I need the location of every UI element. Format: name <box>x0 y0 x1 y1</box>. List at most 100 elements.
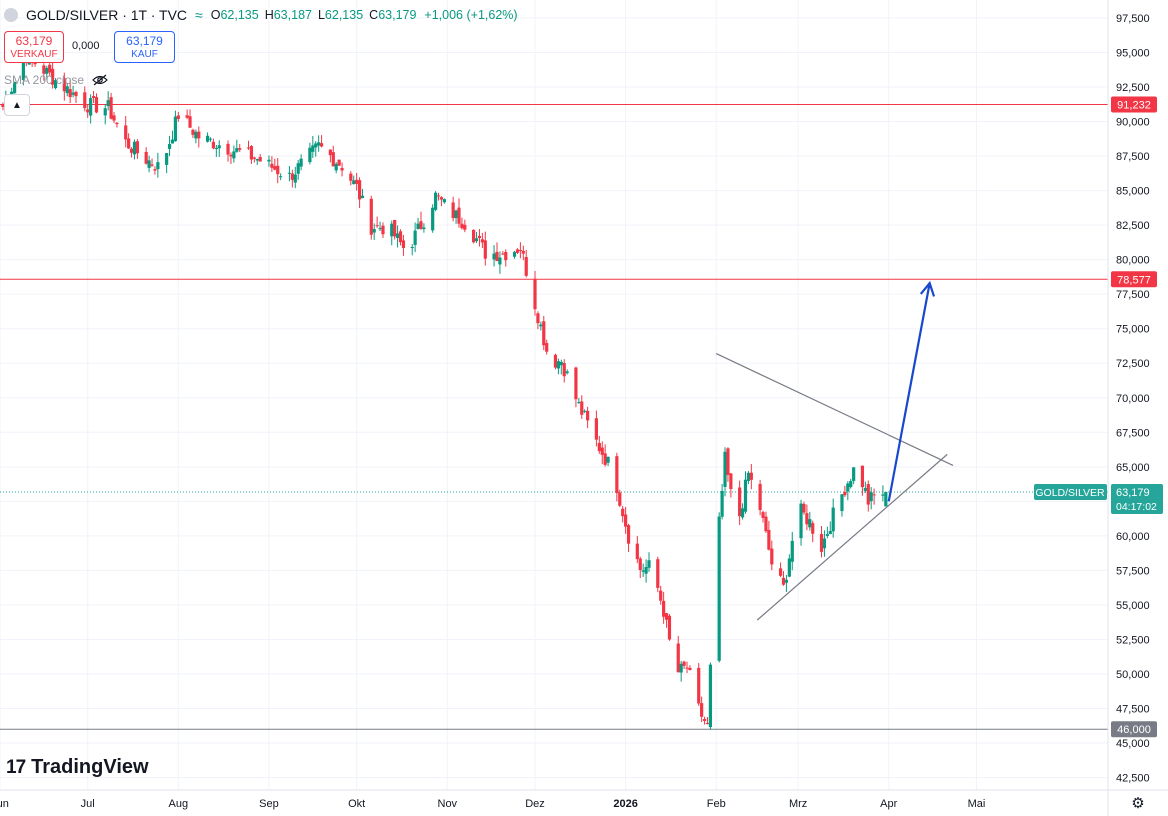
candle-body <box>287 172 292 174</box>
candle-body <box>480 239 484 243</box>
candle-body <box>401 240 406 248</box>
candle <box>518 242 522 259</box>
candle-body <box>884 491 888 507</box>
candle <box>71 85 75 98</box>
candle <box>580 395 584 419</box>
candle-body <box>533 278 537 310</box>
candle <box>635 535 639 564</box>
candle <box>472 229 476 244</box>
price-tick-label: 52,500 <box>1116 634 1150 646</box>
candle-body <box>688 667 692 671</box>
candle <box>831 498 835 538</box>
candle-body <box>624 514 628 527</box>
candle <box>416 217 420 230</box>
trendline[interactable] <box>715 353 954 466</box>
candle-body <box>577 402 581 404</box>
candle <box>91 90 96 104</box>
candle <box>197 126 201 148</box>
candle-body <box>208 138 213 140</box>
candle <box>884 491 888 507</box>
candle <box>144 147 148 165</box>
candle <box>214 144 218 157</box>
symbol-icon[interactable] <box>4 8 18 22</box>
candle-body <box>767 530 771 550</box>
drawing-layer[interactable] <box>715 280 954 621</box>
candle <box>226 140 230 162</box>
candle-body <box>656 559 660 588</box>
candle <box>621 505 625 523</box>
candle <box>156 152 160 178</box>
candle-body <box>255 158 259 161</box>
candle-body <box>378 228 382 230</box>
candle <box>679 660 683 682</box>
indicator-legend[interactable]: SMA 200 close <box>4 73 108 87</box>
candle-body <box>881 494 885 496</box>
chart-header: GOLD/SILVER · 1T · TVC ≈ O62,135 H63,187… <box>4 5 518 25</box>
candle <box>743 471 748 514</box>
symbol-name-label: GOLD/SILVER <box>1035 487 1105 499</box>
candle <box>287 166 292 182</box>
high-value: 63,187 <box>273 8 312 22</box>
candle <box>436 192 441 201</box>
time-tick-label: Aug <box>169 798 189 810</box>
sell-button[interactable]: 63,179 VERKAUF <box>4 31 64 63</box>
eye-hidden-icon[interactable] <box>92 74 108 86</box>
candle-body <box>135 141 140 154</box>
candle-body <box>433 192 438 210</box>
candle-body <box>299 158 303 167</box>
candle-body <box>439 197 444 200</box>
candle <box>740 503 745 520</box>
market-wave-icon: ≈ <box>195 7 203 23</box>
candle <box>697 663 701 706</box>
tradingview-logo-mark: 17 <box>6 756 26 778</box>
candle-body <box>667 615 672 640</box>
candle <box>331 145 335 167</box>
price-tick-label: 72,500 <box>1116 358 1150 370</box>
candle <box>191 128 195 138</box>
candle <box>512 250 517 259</box>
trendline[interactable] <box>756 453 948 621</box>
candle-body <box>170 139 175 144</box>
candle <box>390 220 394 246</box>
candle <box>641 563 645 577</box>
price-tick-label: 82,500 <box>1116 220 1150 232</box>
candle <box>375 216 379 228</box>
candle-body <box>799 503 803 539</box>
time-tick-label: Mrz <box>789 798 807 810</box>
candle-body <box>372 229 376 233</box>
candle <box>808 511 812 531</box>
candle-body <box>495 251 499 262</box>
candle <box>676 635 680 673</box>
time-axis[interactable]: Jun Jul Aug Sep Okt Nov Dez 2026 Feb Mrz Apr Mai <box>0 789 1168 810</box>
candle-body <box>644 566 648 574</box>
candle <box>53 78 58 90</box>
tradingview-logo[interactable]: 17 TradingView <box>6 756 149 779</box>
candle <box>708 662 713 730</box>
candle-body <box>176 115 180 119</box>
projection-arrow-line[interactable] <box>887 282 931 502</box>
candle <box>308 142 312 165</box>
candle <box>293 166 297 189</box>
gear-icon[interactable]: ⚙ <box>1131 795 1145 812</box>
candle <box>767 520 771 551</box>
candle <box>89 94 93 124</box>
candle <box>688 665 692 671</box>
candle <box>13 81 17 94</box>
candle-body <box>717 516 721 661</box>
candle-body <box>843 491 847 496</box>
collapse-legend-button[interactable]: ▲ <box>4 94 30 116</box>
candle <box>659 585 663 605</box>
open-value: 62,135 <box>220 8 259 22</box>
time-tick-label: 2026 <box>613 798 637 810</box>
price-tick-label: 77,500 <box>1116 289 1150 301</box>
buy-button[interactable]: 63,179 KAUF <box>114 31 175 63</box>
candle-body <box>828 531 832 535</box>
candle <box>319 135 324 148</box>
open-key: O <box>210 8 221 22</box>
price-axis[interactable]: 42,500 45,000 47,500 50,000 52,500 55,000 57,5… <box>1034 0 1163 816</box>
horizontal-levels[interactable] <box>0 104 1108 730</box>
candle-body <box>749 472 753 480</box>
candle-body <box>398 231 403 243</box>
symbol-title[interactable]: GOLD/SILVER · 1T · TVC <box>26 7 188 23</box>
